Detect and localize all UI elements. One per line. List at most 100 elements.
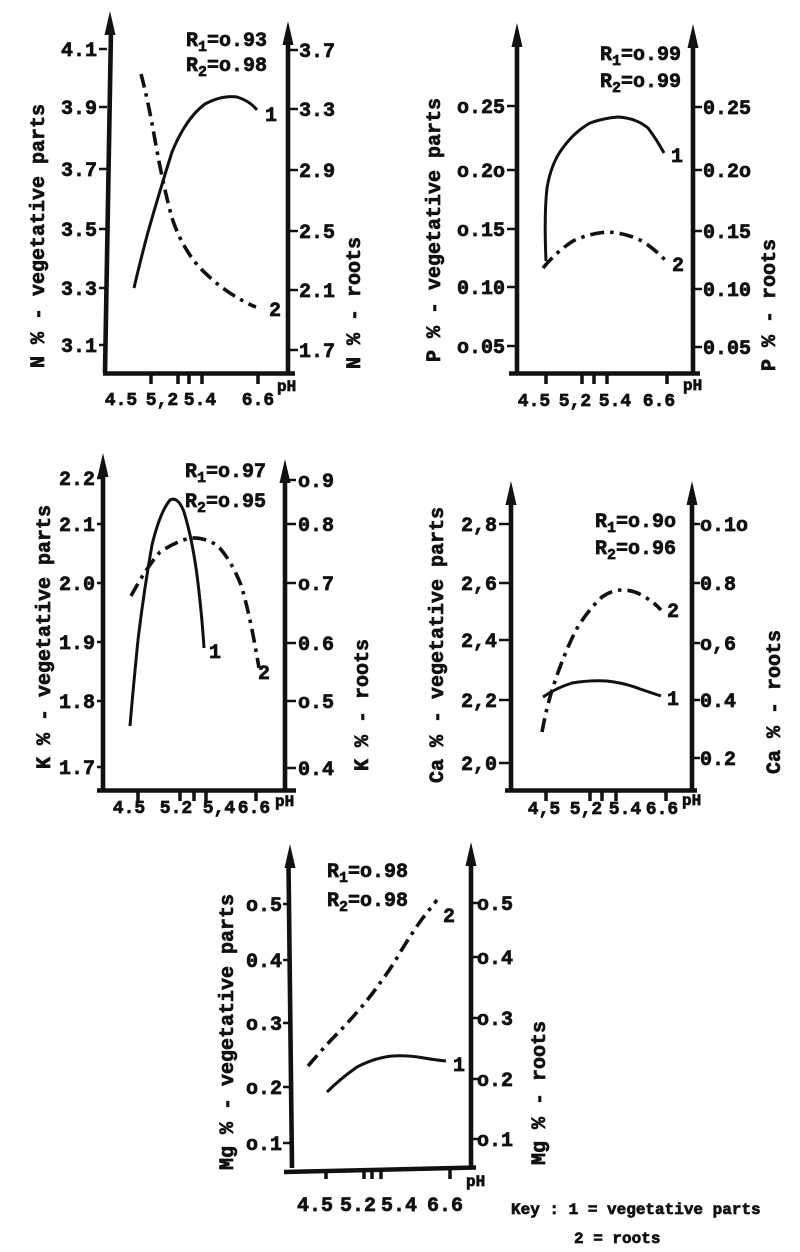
svg-text:5,4: 5,4: [203, 799, 236, 819]
svg-text:2,4: 2,4: [461, 631, 497, 654]
svg-text:o.15: o.15: [457, 220, 505, 243]
svg-text:2.5: 2.5: [299, 222, 335, 245]
svg-text:1.8: 1.8: [59, 692, 95, 715]
svg-text:o.5: o.5: [298, 692, 334, 715]
svg-text:Mg % - roots: Mg % - roots: [529, 1021, 552, 1165]
svg-text:Ca % - roots: Ca % - roots: [764, 630, 787, 774]
svg-text:2,8: 2,8: [461, 515, 497, 538]
svg-text:R2=o.95: R2=o.95: [185, 491, 266, 517]
svg-text:2,6: 2,6: [461, 574, 497, 597]
svg-text:2,2: 2,2: [461, 691, 497, 714]
svg-text:2: 2: [443, 906, 455, 929]
svg-text:0.4: 0.4: [298, 759, 334, 782]
svg-text:2 = roots: 2 = roots: [574, 1230, 660, 1248]
svg-text:5.2: 5.2: [160, 799, 192, 819]
svg-text:5,2: 5,2: [559, 392, 591, 412]
svg-text:0.25: 0.25: [703, 98, 751, 121]
svg-text:K % - roots: K % - roots: [352, 639, 375, 771]
svg-text:o.2o: o.2o: [457, 161, 505, 184]
svg-text:6.6: 6.6: [643, 392, 675, 412]
svg-text:P % - roots: P % - roots: [759, 239, 782, 371]
svg-text:5.4: 5.4: [184, 391, 217, 411]
svg-text:0.10: 0.10: [703, 280, 751, 303]
svg-text:4.5: 4.5: [105, 391, 137, 411]
svg-text:1.9: 1.9: [59, 633, 95, 656]
svg-text:0.05: 0.05: [703, 338, 751, 361]
svg-text:N % - roots: N % - roots: [344, 237, 367, 369]
svg-text:o.1o: o.1o: [700, 515, 748, 538]
svg-text:0.2: 0.2: [700, 749, 736, 772]
svg-text:4.5: 4.5: [113, 799, 145, 819]
svg-text:o.1: o.1: [477, 1130, 513, 1153]
svg-text:0.4: 0.4: [246, 951, 282, 974]
svg-text:o,6: o,6: [700, 634, 736, 657]
svg-text:3.9: 3.9: [61, 98, 97, 121]
svg-text:o.5: o.5: [246, 895, 282, 918]
svg-text:o.25: o.25: [457, 97, 505, 120]
svg-text:R2=o.98: R2=o.98: [186, 55, 267, 81]
svg-text:o.5: o.5: [477, 894, 513, 917]
svg-text:0.8: 0.8: [700, 574, 736, 597]
svg-text:4.5: 4.5: [297, 1195, 333, 1218]
svg-text:o.1: o.1: [246, 1134, 282, 1157]
svg-text:4,5: 4,5: [528, 800, 560, 820]
svg-text:R1=o.97: R1=o.97: [185, 461, 266, 487]
svg-text:Key : 1 = vegetative parts: Key : 1 = vegetative parts: [511, 1201, 761, 1219]
svg-text:6.6: 6.6: [427, 1195, 463, 1218]
svg-text:R2=o.96: R2=o.96: [595, 538, 676, 564]
svg-text:Ca % - vegetative parts: Ca % - vegetative parts: [427, 507, 450, 783]
svg-text:pH: pH: [275, 793, 294, 811]
svg-text:1: 1: [453, 1055, 465, 1078]
svg-text:1: 1: [265, 105, 277, 128]
svg-text:o.2: o.2: [246, 1078, 282, 1101]
svg-text:1: 1: [671, 146, 683, 169]
svg-text:o.3: o.3: [477, 1009, 513, 1032]
svg-text:N % - vegetative parts: N % - vegetative parts: [28, 104, 51, 368]
svg-text:5.4: 5.4: [599, 392, 632, 412]
svg-text:2: 2: [258, 663, 270, 686]
svg-text:3.3: 3.3: [61, 279, 97, 302]
svg-text:0.6: 0.6: [298, 634, 334, 657]
svg-text:3.5: 3.5: [61, 220, 97, 243]
svg-text:K % - vegetative parts: K % - vegetative parts: [34, 505, 57, 769]
svg-text:Mg % - vegetative parts: Mg % - vegetative parts: [217, 894, 240, 1170]
svg-text:2.1: 2.1: [299, 281, 335, 304]
svg-text:o.9: o.9: [298, 471, 334, 494]
svg-text:5,2: 5,2: [570, 800, 602, 820]
svg-text:o.2: o.2: [477, 1070, 513, 1093]
svg-text:pH: pH: [466, 1173, 485, 1191]
svg-text:4.5: 4.5: [518, 392, 550, 412]
svg-text:2: 2: [269, 300, 281, 323]
svg-text:pH: pH: [277, 378, 296, 396]
svg-text:0.2o: 0.2o: [703, 161, 751, 184]
svg-text:5.2: 5.2: [340, 1195, 376, 1218]
svg-text:R1=o.99: R1=o.99: [600, 44, 681, 70]
svg-text:2.9: 2.9: [299, 161, 335, 184]
svg-text:R1=o.93: R1=o.93: [186, 30, 267, 56]
svg-text:3.3: 3.3: [299, 100, 335, 123]
svg-text:5.4: 5.4: [609, 800, 642, 820]
svg-text:3.7: 3.7: [299, 41, 335, 64]
svg-text:2.0: 2.0: [59, 574, 95, 597]
svg-text:o.05: o.05: [457, 337, 505, 360]
svg-text:1.7: 1.7: [299, 341, 335, 364]
svg-text:o.7: o.7: [298, 574, 334, 597]
svg-text:4.1: 4.1: [61, 40, 97, 63]
svg-text:2.2: 2.2: [59, 469, 95, 492]
svg-text:0.10: 0.10: [457, 278, 505, 301]
svg-text:2.1: 2.1: [59, 515, 95, 538]
svg-text:2,0: 2,0: [461, 754, 497, 777]
svg-text:5.4: 5.4: [381, 1195, 417, 1218]
svg-text:1: 1: [667, 689, 679, 712]
svg-text:6.6: 6.6: [238, 799, 270, 819]
svg-text:6.6: 6.6: [242, 391, 274, 411]
svg-text:6.6: 6.6: [646, 800, 678, 820]
svg-text:1: 1: [209, 642, 221, 665]
svg-text:pH: pH: [683, 377, 702, 395]
svg-text:3.7: 3.7: [61, 160, 97, 183]
svg-text:5,2: 5,2: [146, 391, 178, 411]
svg-text:2: 2: [672, 255, 684, 278]
svg-text:o.3: o.3: [246, 1014, 282, 1037]
svg-text:o.4: o.4: [477, 948, 513, 971]
svg-text:0.4: 0.4: [700, 691, 736, 714]
